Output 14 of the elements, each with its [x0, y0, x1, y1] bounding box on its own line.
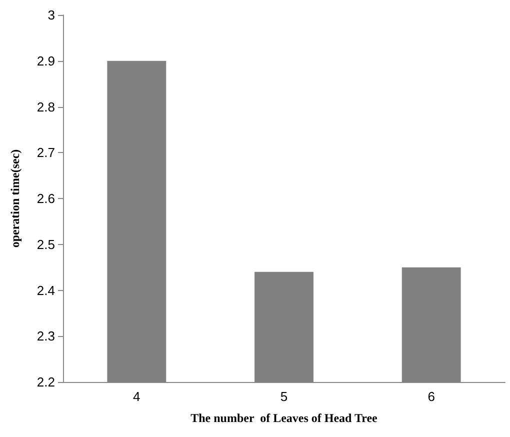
- x-tick-label: 4: [133, 389, 140, 404]
- y-tick-label: 2.3: [36, 328, 55, 344]
- y-tick-label: 2.5: [36, 236, 55, 252]
- y-tick-label: 2.8: [36, 99, 55, 114]
- x-tick-label: 5: [280, 389, 288, 404]
- x-axis-title: The number of Leaves of Head Tree: [190, 411, 378, 425]
- y-tick-label: 2.7: [36, 145, 55, 160]
- y-tick-label: 2.4: [36, 282, 55, 298]
- x-tick-label: 6: [428, 389, 435, 404]
- y-tick-label: 2.6: [36, 191, 55, 206]
- y-tick-label: 3: [48, 8, 55, 22]
- y-tick-label: 2.9: [36, 53, 55, 68]
- y-tick-label: 2.2: [36, 374, 55, 390]
- y-axis-title: operation time(sec): [8, 149, 22, 248]
